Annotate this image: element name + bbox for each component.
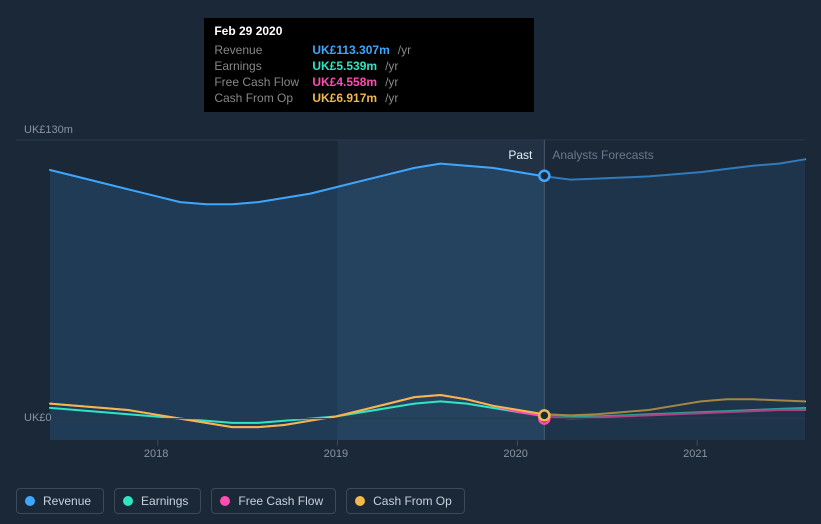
legend-item-cfo[interactable]: Cash From Op	[346, 488, 465, 514]
tooltip-row: Cash From Op UK£6.917m /yr	[214, 90, 524, 106]
financials-chart: { "chart": { "type": "line", "width": 82…	[0, 0, 821, 524]
tooltip-row: Earnings UK£5.539m /yr	[214, 58, 524, 74]
tooltip-unit: /yr	[385, 91, 398, 105]
tooltip-unit: /yr	[385, 59, 398, 73]
x-axis-label: 2020	[503, 448, 527, 460]
tooltip-label: Free Cash Flow	[214, 75, 304, 89]
legend-label: Earnings	[141, 494, 188, 508]
chart-legend: Revenue Earnings Free Cash Flow Cash Fro…	[16, 488, 465, 514]
tooltip-label: Earnings	[214, 59, 304, 73]
legend-item-fcf[interactable]: Free Cash Flow	[211, 488, 336, 514]
tooltip-value: UK£5.539m	[312, 59, 377, 73]
legend-item-revenue[interactable]: Revenue	[16, 488, 104, 514]
legend-dot-icon	[25, 496, 35, 506]
hover-tooltip: Feb 29 2020 Revenue UK£113.307m /yr Earn…	[204, 18, 534, 112]
x-axis-label: 2018	[144, 448, 168, 460]
y-axis-label-bottom: UK£0	[24, 412, 52, 424]
tooltip-label: Cash From Op	[214, 91, 304, 105]
x-axis-label: 2019	[324, 448, 348, 460]
past-label: Past	[508, 148, 532, 162]
legend-dot-icon	[355, 496, 365, 506]
tooltip-unit: /yr	[385, 75, 398, 89]
tooltip-label: Revenue	[214, 43, 304, 57]
tooltip-value: UK£6.917m	[312, 91, 377, 105]
tooltip-value: UK£113.307m	[312, 43, 389, 57]
tooltip-row: Revenue UK£113.307m /yr	[214, 42, 524, 58]
tooltip-row: Free Cash Flow UK£4.558m /yr	[214, 74, 524, 90]
legend-label: Revenue	[43, 494, 91, 508]
legend-item-earnings[interactable]: Earnings	[114, 488, 201, 514]
y-axis-label-top: UK£130m	[24, 124, 73, 136]
legend-label: Free Cash Flow	[238, 494, 323, 508]
x-axis-label: 2021	[683, 448, 707, 460]
tooltip-value: UK£4.558m	[312, 75, 377, 89]
legend-dot-icon	[220, 496, 230, 506]
forecast-label: Analysts Forecasts	[552, 148, 653, 162]
legend-label: Cash From Op	[373, 494, 452, 508]
legend-dot-icon	[123, 496, 133, 506]
tooltip-unit: /yr	[398, 43, 411, 57]
tooltip-date: Feb 29 2020	[214, 24, 524, 38]
